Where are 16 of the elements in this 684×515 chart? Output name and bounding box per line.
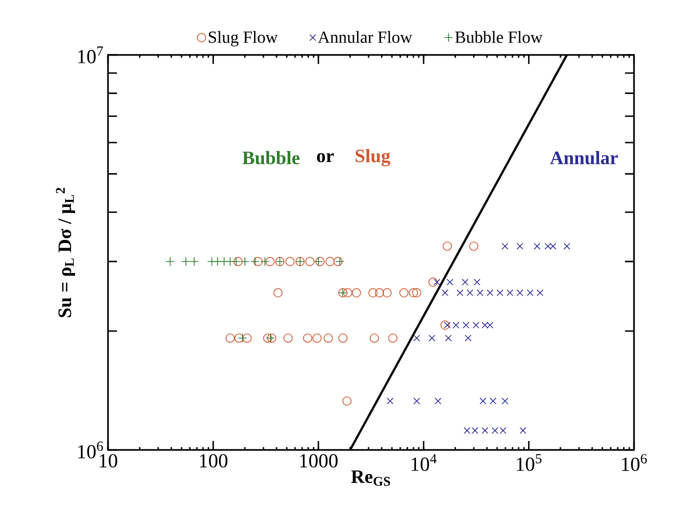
y-axis-title: Su = ρ$_{L}$ Dσ / μ$_{L}$2 xyxy=(56,188,76,318)
annotation: Annular xyxy=(550,150,618,164)
annotation: Bubble xyxy=(242,150,300,164)
x-tick-label: 10$^{5}$ xyxy=(516,454,542,471)
legend-label: Annular Flow xyxy=(318,31,412,43)
x-axis-title: Re$_{GS}$ xyxy=(351,470,390,486)
annotation: or xyxy=(317,153,334,162)
x-tick-label: 10$^{6}$ xyxy=(622,454,647,472)
x-tick-label: 10$^{4}$ xyxy=(412,454,437,471)
y-tick-label: 10$^{7}$ xyxy=(78,46,103,64)
legend-label: Bubble Flow xyxy=(455,31,543,43)
x-tick-label: 1000 xyxy=(300,454,338,468)
legend-label: Slug Flow xyxy=(208,31,278,46)
annotation: Slug xyxy=(356,149,390,166)
x-tick-label: 10 xyxy=(100,454,118,468)
x-tick-label: 100 xyxy=(200,454,228,468)
